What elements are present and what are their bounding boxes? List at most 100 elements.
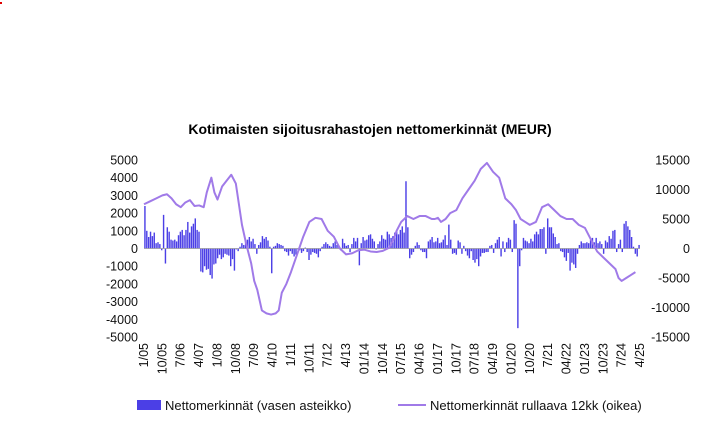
- x-tick-label: 01/20: [504, 343, 518, 374]
- bar-60: [256, 248, 258, 254]
- bar-119: [366, 239, 368, 249]
- bar-184: [487, 248, 489, 253]
- bar-248: [606, 242, 609, 249]
- bar-21: [183, 235, 185, 249]
- bar-50: [237, 248, 239, 252]
- bar-34: [207, 248, 210, 269]
- bar-131: [388, 234, 390, 249]
- left-tick-label: -4000: [106, 313, 138, 327]
- x-tick-label: 7/06: [174, 343, 188, 367]
- x-tick-label: 04/22: [560, 343, 574, 374]
- bar-82: [297, 248, 299, 250]
- bar-92: [315, 248, 318, 254]
- bar-5: [153, 232, 155, 249]
- bar-179: [478, 248, 480, 267]
- bar-55: [246, 239, 249, 249]
- bar-4: [151, 236, 154, 249]
- bar-182: [483, 248, 486, 253]
- bar-228: [569, 248, 571, 271]
- bar-38: [215, 248, 217, 264]
- bar-124: [375, 248, 377, 250]
- x-tick-label: 01/17: [431, 343, 445, 374]
- bar-112: [353, 237, 355, 249]
- bar-75: [284, 248, 286, 252]
- bar-129: [384, 239, 387, 249]
- bar-12: [166, 227, 169, 249]
- bar-61: [257, 244, 260, 249]
- bar-8: [159, 244, 161, 249]
- x-tick-label: 4/10: [266, 343, 280, 367]
- bar-16: [174, 239, 176, 249]
- bar-74: [282, 245, 284, 249]
- bar-223: [560, 248, 562, 252]
- x-tick-label: 01/23: [578, 343, 592, 374]
- bar-45: [228, 248, 230, 256]
- bar-192: [502, 241, 504, 249]
- bar-40: [218, 248, 221, 255]
- bar-120: [367, 235, 370, 249]
- right-tick-label: 15000: [655, 154, 690, 168]
- bar-181: [481, 248, 484, 253]
- left-tick-label: 5000: [110, 154, 138, 168]
- bar-2: [147, 237, 150, 249]
- bar-86: [304, 247, 306, 249]
- bar-95: [321, 246, 323, 249]
- bar-199: [515, 223, 517, 249]
- bar-187: [492, 248, 495, 253]
- x-tick-label: 1/05: [137, 343, 151, 367]
- bar-251: [612, 230, 614, 249]
- left-tick-label: -2000: [106, 277, 138, 291]
- bar-41: [220, 248, 223, 260]
- bar-148: [420, 248, 422, 251]
- bar-20: [181, 229, 183, 249]
- bar-141: [407, 227, 409, 249]
- right-tick-label: 0: [683, 242, 690, 256]
- left-tick-label: -1000: [106, 260, 138, 274]
- x-tick-label: 7/24: [615, 343, 629, 367]
- bar-202: [520, 248, 523, 251]
- bar-121: [369, 234, 372, 249]
- left-tick-label: 3000: [110, 189, 138, 203]
- bar-207: [530, 238, 532, 249]
- bar-44: [226, 248, 228, 255]
- bar-135: [395, 230, 398, 249]
- bar-208: [532, 241, 534, 249]
- bar-161: [444, 235, 446, 249]
- bar-39: [216, 248, 219, 259]
- bar-198: [513, 220, 515, 249]
- bar-143: [410, 248, 413, 255]
- bar-88: [308, 248, 310, 260]
- bar-1: [146, 230, 148, 249]
- legend: Nettomerkinnät (vasen asteikko) Nettomer…: [137, 398, 642, 413]
- bar-6: [155, 243, 157, 249]
- left-tick-label: 0: [131, 242, 138, 256]
- bar-122: [371, 238, 374, 249]
- bar-157: [436, 237, 439, 249]
- bar-78: [289, 248, 292, 252]
- bar-200: [517, 248, 519, 329]
- bar-140: [405, 181, 407, 249]
- bar-52: [241, 243, 243, 249]
- bar-29: [198, 231, 200, 249]
- bar-234: [580, 241, 582, 249]
- bar-32: [203, 248, 206, 267]
- bar-24: [188, 232, 191, 249]
- bar-169: [459, 242, 461, 249]
- x-tick-label: 4/13: [339, 343, 353, 367]
- bar-108: [345, 245, 348, 249]
- bar-238: [588, 243, 590, 249]
- bar-258: [625, 221, 627, 249]
- bar-84: [300, 248, 303, 253]
- legend-bars-label: Nettomerkinnät (vasen asteikko): [165, 398, 351, 413]
- bar-101: [332, 243, 334, 249]
- x-tick-label: 7/09: [247, 343, 261, 367]
- bar-217: [548, 227, 551, 249]
- bar-17: [175, 241, 178, 249]
- x-tick-label: 04/16: [413, 343, 427, 374]
- left-tick-label: -5000: [106, 331, 138, 345]
- bar-246: [602, 248, 605, 254]
- x-tick-label: 10/11: [302, 343, 316, 373]
- bar-242: [595, 237, 597, 249]
- bar-64: [263, 238, 265, 249]
